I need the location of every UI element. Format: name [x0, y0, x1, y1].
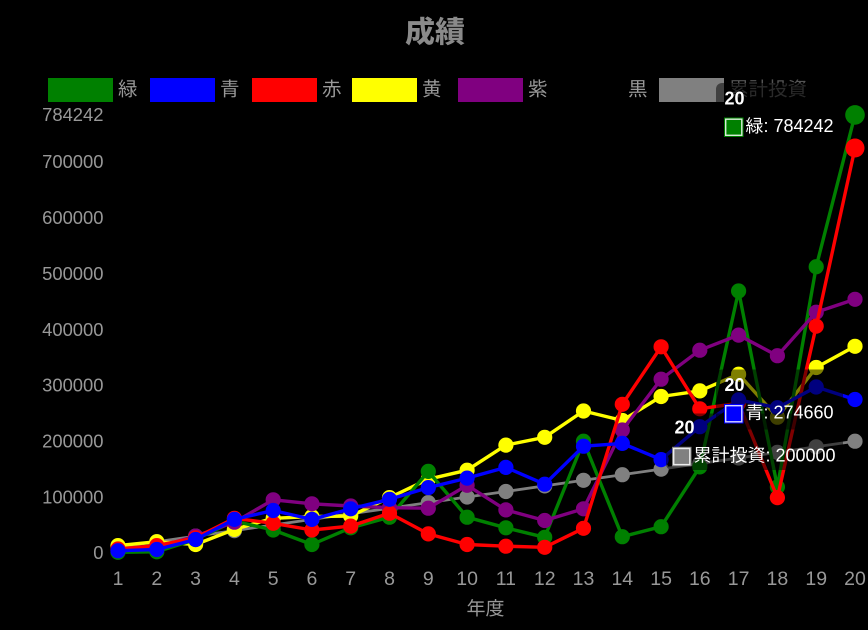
svg-text:1: 1: [113, 568, 124, 590]
svg-text:13: 13: [573, 568, 595, 590]
svg-text:20: 20: [725, 375, 745, 395]
svg-text:: 784242: : 784242: [764, 116, 834, 136]
svg-text:18: 18: [767, 568, 789, 590]
svg-text:0: 0: [93, 542, 103, 563]
svg-text:400000: 400000: [42, 319, 103, 340]
svg-text:: 200000: : 200000: [766, 446, 836, 466]
svg-text:500000: 500000: [42, 263, 103, 284]
svg-text:20: 20: [844, 568, 866, 590]
svg-text:16: 16: [689, 568, 711, 590]
svg-text:20: 20: [675, 418, 695, 438]
svg-text:20: 20: [725, 89, 745, 109]
svg-text:300000: 300000: [42, 375, 103, 396]
svg-text:: 274660: : 274660: [764, 403, 834, 423]
svg-text:8: 8: [384, 568, 395, 590]
svg-text:17: 17: [728, 568, 750, 590]
svg-text:5: 5: [268, 568, 279, 590]
svg-text:3: 3: [190, 568, 201, 590]
svg-text:600000: 600000: [42, 207, 103, 228]
svg-text:6: 6: [306, 568, 317, 590]
svg-text:11: 11: [496, 568, 516, 590]
svg-text:784242: 784242: [42, 104, 103, 125]
svg-text:100000: 100000: [42, 486, 103, 507]
svg-text:2: 2: [151, 568, 162, 590]
svg-text:15: 15: [650, 568, 672, 590]
svg-text:700000: 700000: [42, 151, 103, 172]
svg-text:7: 7: [345, 568, 356, 590]
svg-text:14: 14: [611, 568, 633, 590]
svg-text:19: 19: [805, 568, 827, 590]
svg-text:200000: 200000: [42, 431, 103, 452]
svg-text:10: 10: [456, 568, 478, 590]
svg-text:9: 9: [423, 568, 434, 590]
svg-text:12: 12: [534, 568, 556, 590]
svg-text:4: 4: [229, 568, 240, 590]
